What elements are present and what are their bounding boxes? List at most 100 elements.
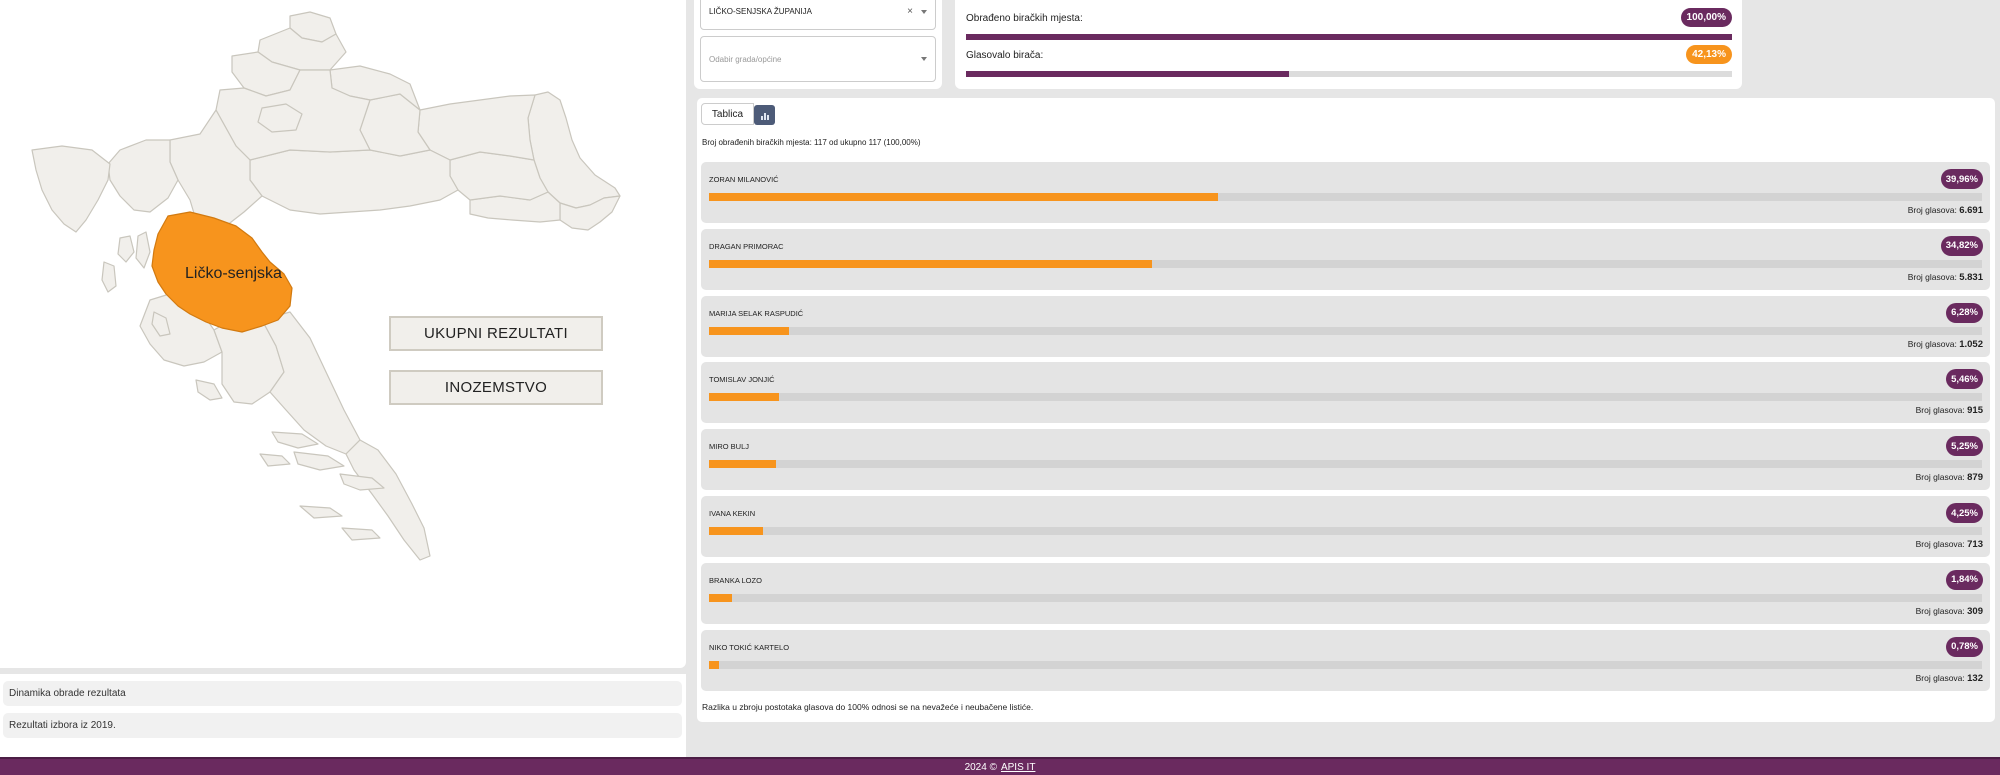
candidate-votes: Broj glasova: 5.831 — [1908, 272, 1983, 283]
candidate-progress — [709, 527, 1982, 535]
votes-label: Broj glasova: — [1907, 338, 1957, 349]
tab-table[interactable]: Tablica — [701, 103, 754, 125]
votes-count: 713 — [1967, 539, 1983, 550]
candidate-progress — [709, 326, 1982, 335]
county-splitsko-dalmatinska[interactable] — [261, 311, 361, 455]
candidate-row: MARIJA SELAK RASPUDIĆ 6,28% Broj glasova: … — [701, 295, 1990, 357]
stats-card: Obrađeno biračkih mjesta: 100,00% Glasov… — [955, 0, 1742, 89]
candidate-row: TOMISLAV JONJIĆ 5,46% Broj glasova: 915 — [701, 362, 1990, 424]
candidate-votes: Broj glasova: 309 — [1916, 606, 1983, 617]
county-viroviticko-podravska[interactable] — [417, 94, 536, 161]
filter-card: LIČKO-SENJSKA ŽUPANIJA × Odabir grada/op… — [694, 0, 942, 89]
total-results-button[interactable]: UKUPNI REZULTATI — [389, 316, 603, 351]
candidate-votes: Broj glasova: 915 — [1916, 405, 1983, 416]
county-select[interactable]: LIČKO-SENJSKA ŽUPANIJA × — [700, 0, 936, 30]
city-select-placeholder: Odabir grada/općine — [709, 54, 782, 64]
candidate-progress — [709, 393, 1982, 402]
candidate-votes: Broj glasova: 132 — [1916, 673, 1983, 684]
footer-link[interactable]: APIS IT — [1000, 761, 1036, 773]
county-primorsko-goranska[interactable] — [107, 139, 179, 213]
candidate-progress-fill — [709, 527, 764, 535]
votes-label: Broj glasova: — [1915, 539, 1965, 549]
map-panel: Ličko-senjska UKUPNI REZULTATI INOZEMSTV… — [0, 0, 686, 668]
turnout-pct-badge: 42,13% — [1686, 45, 1732, 64]
region-label: Ličko-senjska — [185, 265, 282, 282]
candidate-row: MIRO BULJ 5,25% Broj glasova: 879 — [701, 429, 1990, 491]
candidate-progress — [709, 259, 1982, 268]
candidate-progress — [709, 460, 1982, 469]
votes-count: 309 — [1967, 605, 1983, 617]
votes-label: Broj glasova: — [1915, 472, 1965, 483]
candidate-name: TOMISLAV JONJIĆ — [709, 375, 775, 385]
accordion-dynamics[interactable]: Dinamika obrade rezultata — [3, 681, 682, 706]
county-vukovarsko-srijemska[interactable] — [559, 195, 621, 231]
candidate-progress-fill — [709, 660, 719, 669]
votes-count: 132 — [1967, 672, 1983, 684]
accordion-results-2019[interactable]: Rezultati izbora iz 2019. — [3, 713, 682, 738]
candidate-pct-badge: 6,28% — [1946, 302, 1983, 323]
footer-copyright: 2024 © — [964, 761, 997, 773]
footer: 2024 © APIS IT — [0, 757, 2000, 775]
turnout-progress — [966, 71, 1732, 77]
votes-count: 1.052 — [1959, 338, 1983, 350]
candidate-progress-fill — [709, 193, 1218, 201]
abroad-button[interactable]: INOZEMSTVO — [389, 370, 603, 405]
votes-label: Broj glasova: — [1915, 405, 1965, 416]
turnout-label: Glasovalo birača: — [966, 50, 1044, 61]
votes-count: 915 — [1967, 405, 1983, 417]
candidate-progress-fill — [709, 393, 779, 402]
candidate-row: BRANKA LOZO 1,84% Broj glasova: 309 — [701, 562, 1990, 624]
processed-pct-badge: 100,00% — [1680, 8, 1732, 27]
candidate-name: MIRO BULJ — [709, 442, 750, 452]
candidate-pct-badge: 1,84% — [1946, 569, 1983, 590]
votes-label: Broj glasova: — [1915, 605, 1965, 616]
candidate-progress — [709, 593, 1982, 602]
county-select-value: LIČKO-SENJSKA ŽUPANIJA — [709, 7, 812, 16]
votes-count: 6.691 — [1959, 205, 1983, 216]
candidate-row: ZORAN MILANOVIĆ 39,96% Broj glasova: 6.691 — [701, 162, 1990, 223]
chevron-down-icon — [921, 57, 927, 61]
candidate-pct-badge: 39,96% — [1940, 169, 1983, 189]
county-istarska[interactable] — [31, 145, 111, 233]
processed-progress — [966, 34, 1732, 40]
candidate-name: MARIJA SELAK RASPUDIĆ — [709, 308, 804, 318]
county-grad-zagreb[interactable] — [257, 103, 303, 133]
candidate-progress — [709, 193, 1982, 201]
candidate-pct-badge: 5,46% — [1946, 369, 1983, 390]
votes-count: 5.831 — [1959, 271, 1983, 283]
candidate-name: NIKO TOKIĆ KARTELO — [709, 642, 790, 652]
candidate-votes: Broj glasova: 879 — [1916, 472, 1983, 483]
county-dubrovacko-neretvanska[interactable] — [345, 439, 431, 561]
candidate-row: DRAGAN PRIMORAC 34,82% Broj glasova: 5.831 — [701, 228, 1990, 290]
croatia-map — [31, 11, 621, 561]
city-select[interactable]: Odabir grada/općine — [700, 36, 936, 82]
candidate-name: DRAGAN PRIMORAC — [709, 241, 784, 251]
county-sisacko-moslavacka[interactable] — [249, 149, 459, 215]
county-karlovacka[interactable] — [169, 109, 263, 233]
processed-label: Obrađeno biračkih mjesta: — [966, 13, 1083, 24]
votes-label: Broj glasova: — [1915, 672, 1965, 683]
results-panel: Tablica Broj obrađenih biračkih mjesta: … — [697, 98, 1995, 722]
votes-count: 879 — [1967, 472, 1983, 484]
chevron-down-icon — [921, 9, 927, 14]
accordion-panel: Dinamika obrade rezultata Rezultati izbo… — [0, 674, 686, 758]
candidate-votes: Broj glasova: 713 — [1916, 539, 1983, 550]
candidate-progress-fill — [709, 326, 789, 335]
votes-label: Broj glasova: — [1907, 205, 1957, 215]
processed-progress-fill — [966, 34, 1732, 40]
votes-label: Broj glasova: — [1907, 271, 1957, 282]
footnote: Razlika u zbroju postotaka glasova do 10… — [702, 702, 1034, 712]
clear-icon[interactable]: × — [907, 6, 913, 17]
candidate-progress-fill — [709, 593, 733, 602]
county-licko-senjska[interactable] — [151, 211, 293, 333]
candidate-name: BRANKA LOZO — [709, 575, 762, 585]
candidate-pct-badge: 4,25% — [1946, 503, 1983, 523]
candidate-row: NIKO TOKIĆ KARTELO 0,78% Broj glasova: 132 — [701, 629, 1990, 691]
bar-chart-icon[interactable] — [754, 105, 775, 125]
candidate-votes: Broj glasova: 6.691 — [1908, 205, 1983, 216]
candidate-progress-fill — [709, 460, 776, 469]
candidate-name: ZORAN MILANOVIĆ — [709, 175, 779, 184]
candidate-votes: Broj glasova: 1.052 — [1908, 339, 1983, 350]
candidate-row: IVANA KEKIN 4,25% Broj glasova: 713 — [701, 496, 1990, 557]
candidate-name: IVANA KEKIN — [709, 509, 756, 518]
